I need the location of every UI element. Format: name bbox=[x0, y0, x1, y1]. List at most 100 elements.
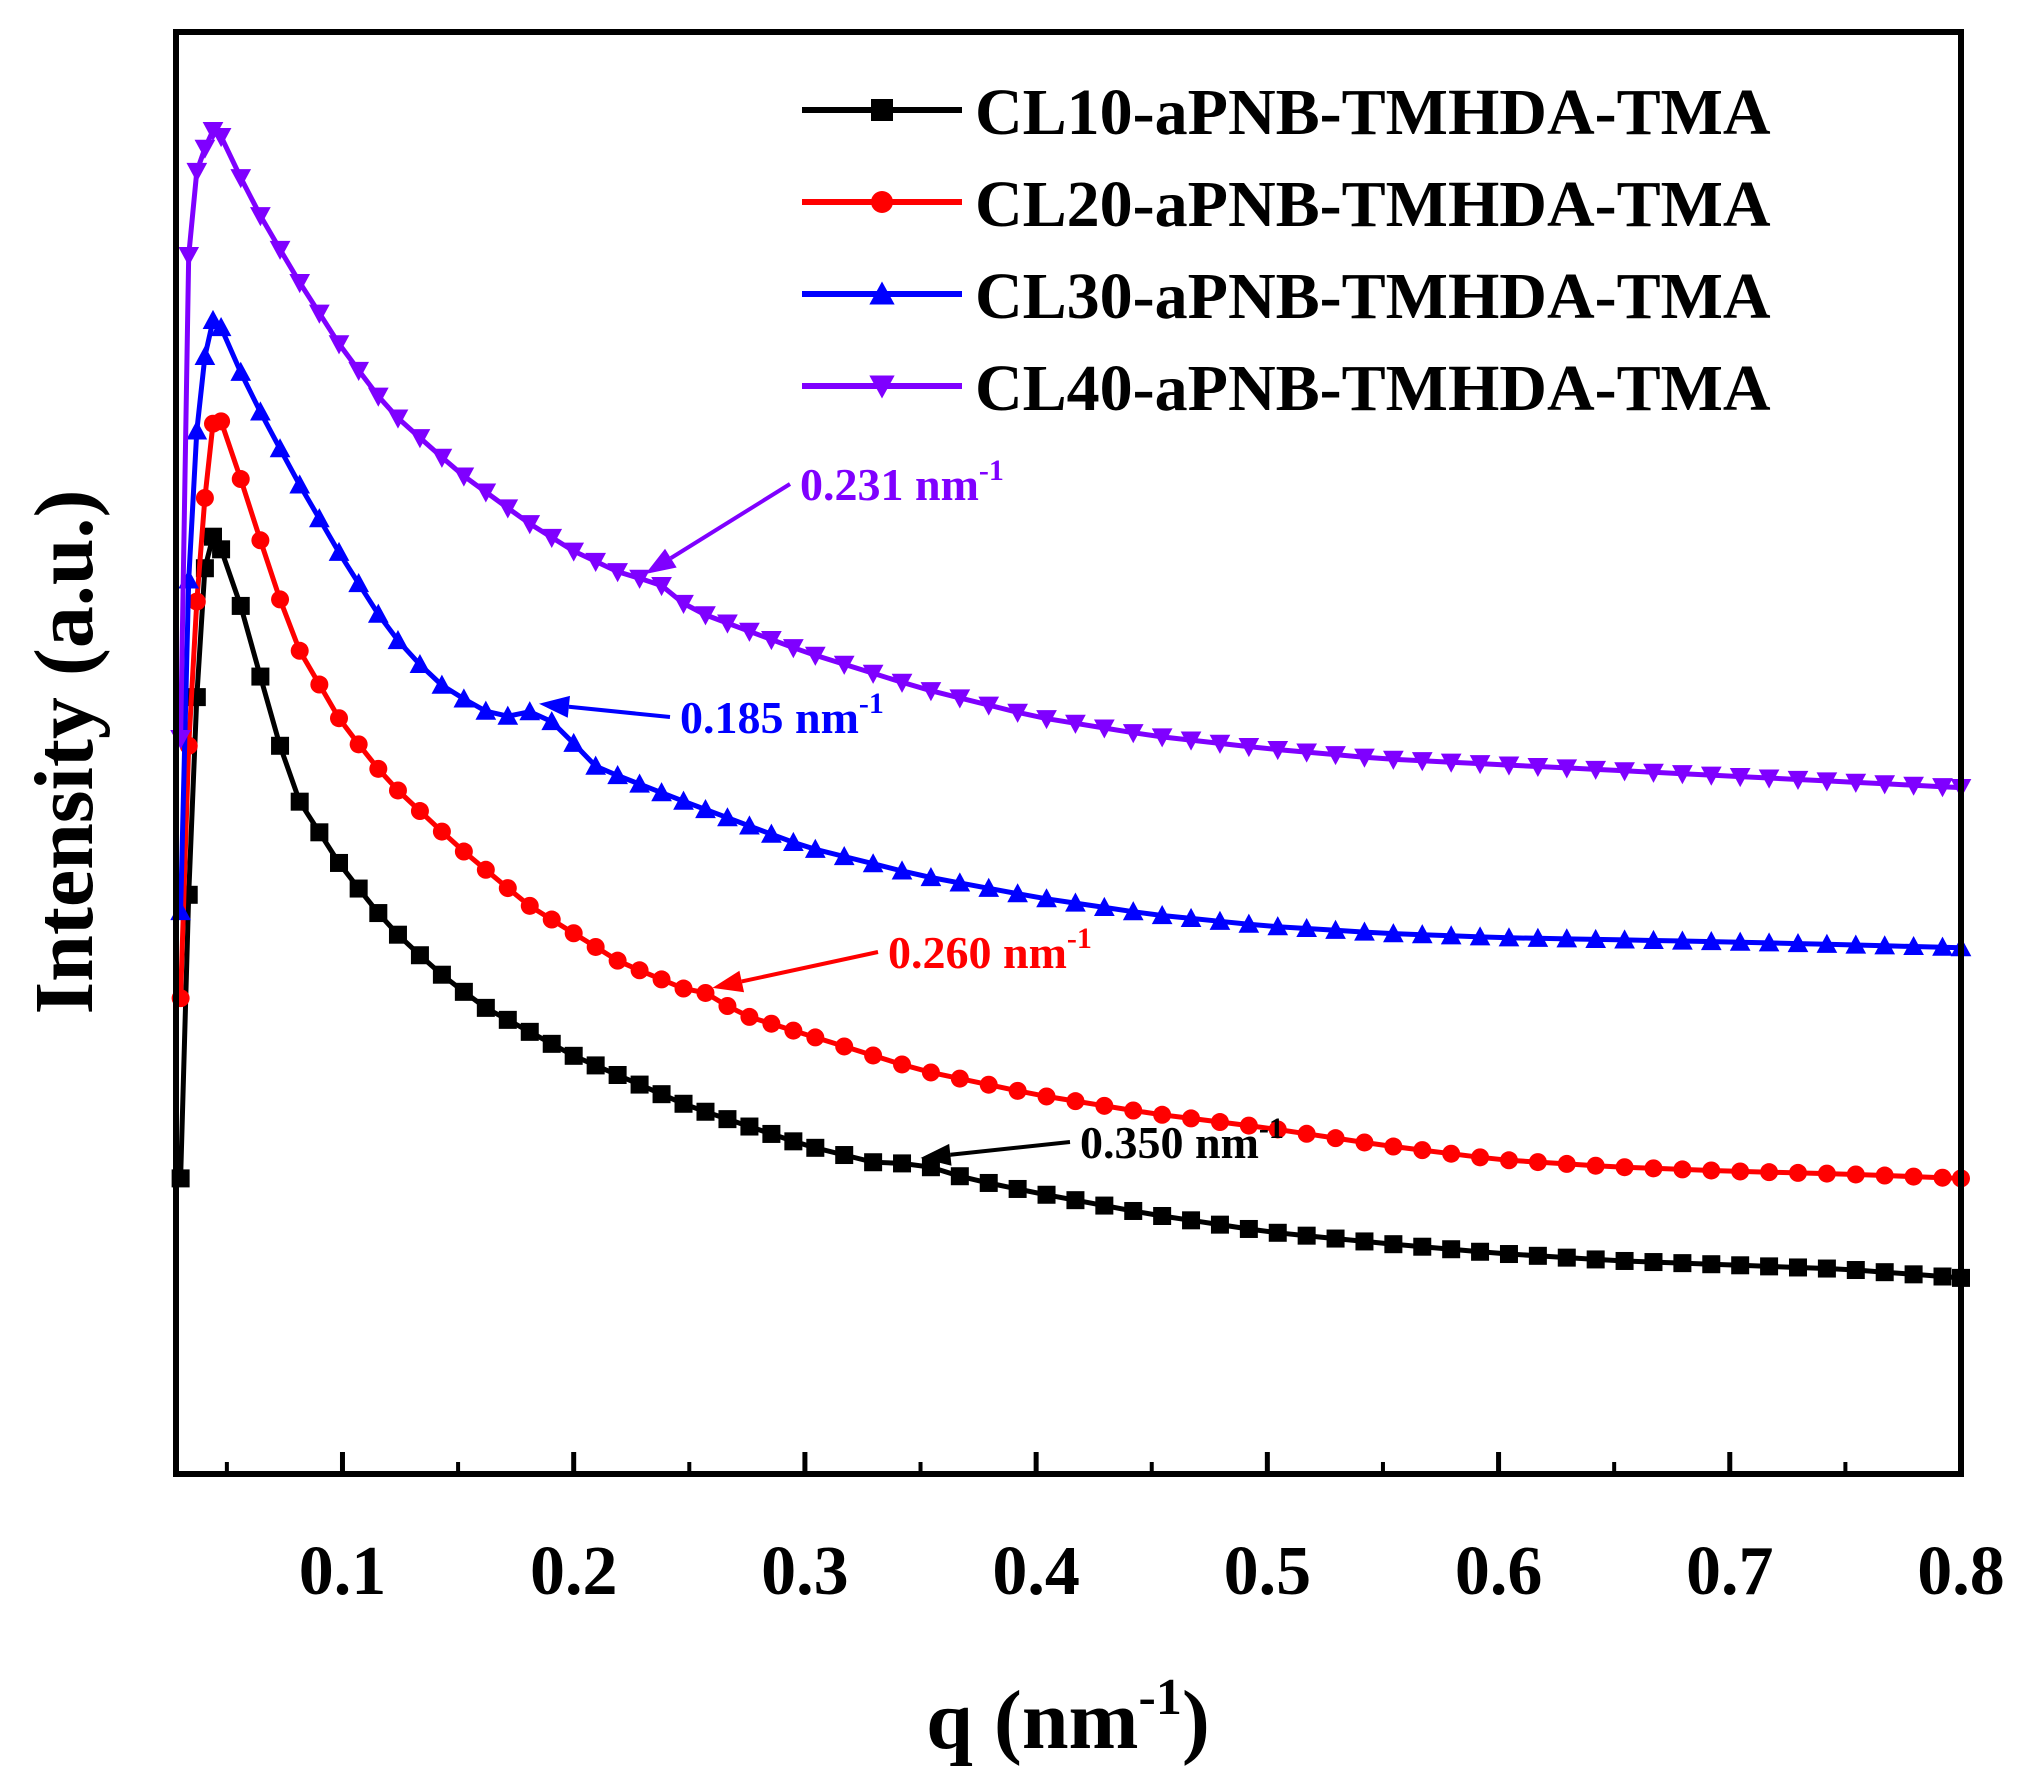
data-point bbox=[1095, 1096, 1114, 1115]
data-point bbox=[1239, 1219, 1258, 1238]
annotation-label: 0.231 nm-1 bbox=[800, 454, 1004, 510]
data-point bbox=[1124, 1101, 1143, 1120]
data-point bbox=[1788, 1163, 1807, 1182]
legend-label: CL20-aPNB-TMHDA-TMA bbox=[975, 168, 1771, 241]
data-point bbox=[1239, 1116, 1258, 1135]
data-point bbox=[696, 1102, 715, 1121]
legend-label: CL40-aPNB-TMHDA-TMA bbox=[975, 352, 1771, 425]
x-tick-label: 0.1 bbox=[299, 1533, 387, 1610]
annotation-label: 0.260 nm-1 bbox=[888, 922, 1092, 978]
data-point bbox=[585, 755, 607, 775]
data-point bbox=[309, 508, 330, 528]
legend-item: CL30-aPNB-TMHDA-TMA bbox=[802, 260, 1771, 333]
data-point bbox=[1760, 1257, 1779, 1276]
x-axis-ticks bbox=[224, 1452, 1964, 1474]
data-point bbox=[978, 877, 1000, 897]
data-point bbox=[1788, 1258, 1807, 1277]
data-point bbox=[1471, 1242, 1490, 1261]
data-point bbox=[1643, 763, 1664, 783]
data-point bbox=[497, 705, 519, 725]
data-point bbox=[367, 387, 389, 407]
data-point bbox=[978, 696, 1000, 716]
data-point bbox=[586, 937, 605, 956]
data-point bbox=[1702, 1161, 1721, 1180]
data-point bbox=[230, 169, 252, 189]
data-point bbox=[950, 1069, 969, 1088]
data-point bbox=[251, 531, 270, 550]
data-point bbox=[651, 782, 672, 802]
data-point bbox=[1008, 1179, 1027, 1198]
data-point bbox=[740, 1007, 759, 1026]
annotation: 0.260 nm-1 bbox=[712, 922, 1092, 993]
annotation-label: 0.350 nm-1 bbox=[1080, 1112, 1284, 1168]
data-point bbox=[739, 622, 760, 642]
data-point bbox=[1268, 1223, 1287, 1242]
data-point bbox=[1585, 760, 1607, 780]
data-point bbox=[608, 1065, 627, 1084]
data-point bbox=[542, 910, 561, 929]
data-point bbox=[475, 483, 497, 503]
data-point bbox=[348, 573, 370, 593]
data-point bbox=[251, 667, 270, 686]
data-point bbox=[1411, 752, 1433, 772]
data-point bbox=[761, 630, 782, 651]
data-point bbox=[696, 983, 715, 1002]
data-point bbox=[310, 823, 329, 842]
data-point bbox=[1845, 934, 1867, 954]
data-point bbox=[1615, 1158, 1634, 1177]
data-point bbox=[1153, 1105, 1172, 1124]
annotation-arrow-shaft bbox=[568, 704, 671, 719]
data-point bbox=[1210, 1113, 1229, 1132]
y-axis-title: Intensity (a.u.) bbox=[18, 489, 111, 1014]
data-point bbox=[1411, 924, 1433, 944]
data-point bbox=[1672, 765, 1693, 785]
data-point bbox=[410, 946, 429, 965]
data-point bbox=[186, 420, 208, 440]
data-point bbox=[1528, 1246, 1547, 1265]
data-point bbox=[607, 764, 628, 785]
data-point bbox=[804, 646, 826, 666]
series-2 bbox=[171, 412, 1970, 1188]
data-point bbox=[1556, 928, 1578, 948]
data-point bbox=[1875, 1166, 1894, 1185]
legend-marker bbox=[869, 375, 895, 399]
data-point bbox=[1469, 926, 1491, 946]
annotations: 0.350 nm-1 0.260 nm-1 0.185 nm-1 0.231 nm-1 bbox=[539, 454, 1284, 1168]
data-point bbox=[367, 603, 389, 623]
data-point bbox=[1326, 1229, 1345, 1248]
data-point bbox=[1066, 1092, 1085, 1111]
data-point bbox=[1413, 1237, 1432, 1256]
data-point bbox=[541, 711, 563, 731]
data-point bbox=[1903, 776, 1924, 796]
data-point bbox=[271, 590, 290, 609]
data-point bbox=[1296, 743, 1318, 763]
data-point bbox=[1933, 1267, 1952, 1286]
data-point bbox=[187, 592, 206, 611]
series-1 bbox=[171, 527, 1970, 1287]
data-point bbox=[806, 1138, 825, 1157]
legend-item: CL40-aPNB-TMHDA-TMA bbox=[802, 352, 1771, 425]
data-point bbox=[585, 552, 607, 572]
data-point bbox=[212, 540, 231, 559]
x-tick-label: 0.2 bbox=[530, 1533, 618, 1610]
data-point bbox=[1903, 935, 1924, 956]
data-point bbox=[1065, 714, 1086, 734]
data-point bbox=[718, 1110, 737, 1129]
data-point bbox=[740, 1117, 759, 1136]
data-point bbox=[783, 639, 804, 659]
data-point bbox=[920, 866, 942, 887]
data-point bbox=[1267, 741, 1289, 761]
data-point bbox=[783, 831, 804, 851]
annotation-arrow-head bbox=[920, 1143, 952, 1166]
annotation-arrow-shaft bbox=[669, 482, 792, 560]
data-point bbox=[194, 345, 216, 365]
data-point bbox=[454, 842, 473, 861]
data-point bbox=[1210, 1215, 1229, 1234]
data-point bbox=[289, 474, 311, 494]
data-point bbox=[674, 979, 693, 998]
data-point bbox=[1093, 719, 1115, 739]
annotation-arrow-shaft bbox=[741, 950, 879, 984]
data-point bbox=[739, 815, 760, 835]
x-axis-title: q (nm-1) bbox=[926, 1669, 1210, 1767]
data-point bbox=[271, 736, 290, 755]
